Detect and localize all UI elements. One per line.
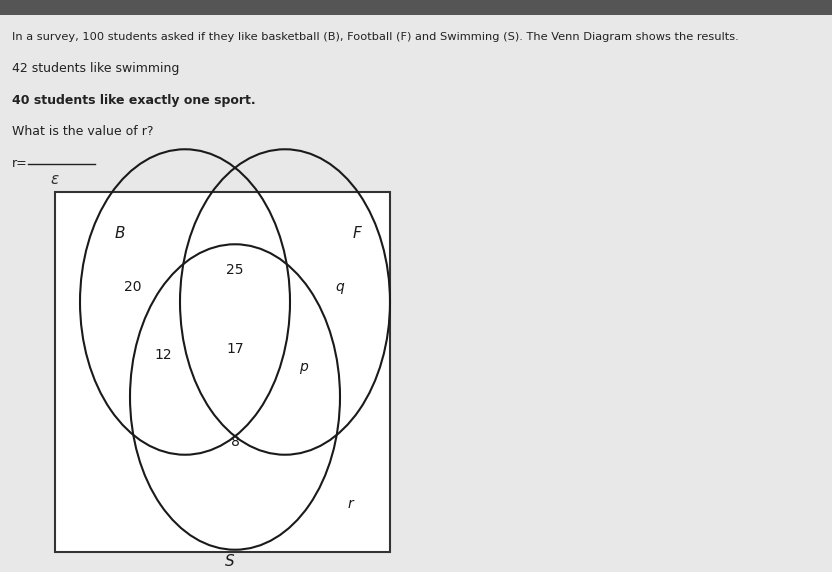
Bar [0, 0, 832, 145]
Text: ε: ε [50, 172, 58, 187]
Text: 17: 17 [226, 342, 244, 356]
Text: F: F [353, 227, 361, 241]
Text: 20: 20 [124, 280, 141, 294]
Text: 25: 25 [226, 263, 244, 277]
Bar [0, 0, 832, 15]
Text: 42 students like swimming: 42 students like swimming [12, 62, 180, 75]
Text: B: B [115, 227, 126, 241]
Text: S: S [225, 554, 235, 569]
Text: r: r [347, 497, 353, 511]
Text: 8: 8 [230, 435, 240, 449]
Text: 12: 12 [154, 348, 172, 362]
Text: 40 students like exactly one sport.: 40 students like exactly one sport. [12, 94, 255, 107]
Text: In a survey, 100 students asked if they like basketball (B), Football (F) and Sw: In a survey, 100 students asked if they … [12, 32, 739, 42]
Bar [55, 192, 390, 552]
Text: r=: r= [12, 157, 27, 170]
Text: q: q [335, 280, 344, 294]
Text: What is the value of r?: What is the value of r? [12, 125, 153, 138]
Text: p: p [299, 360, 307, 374]
